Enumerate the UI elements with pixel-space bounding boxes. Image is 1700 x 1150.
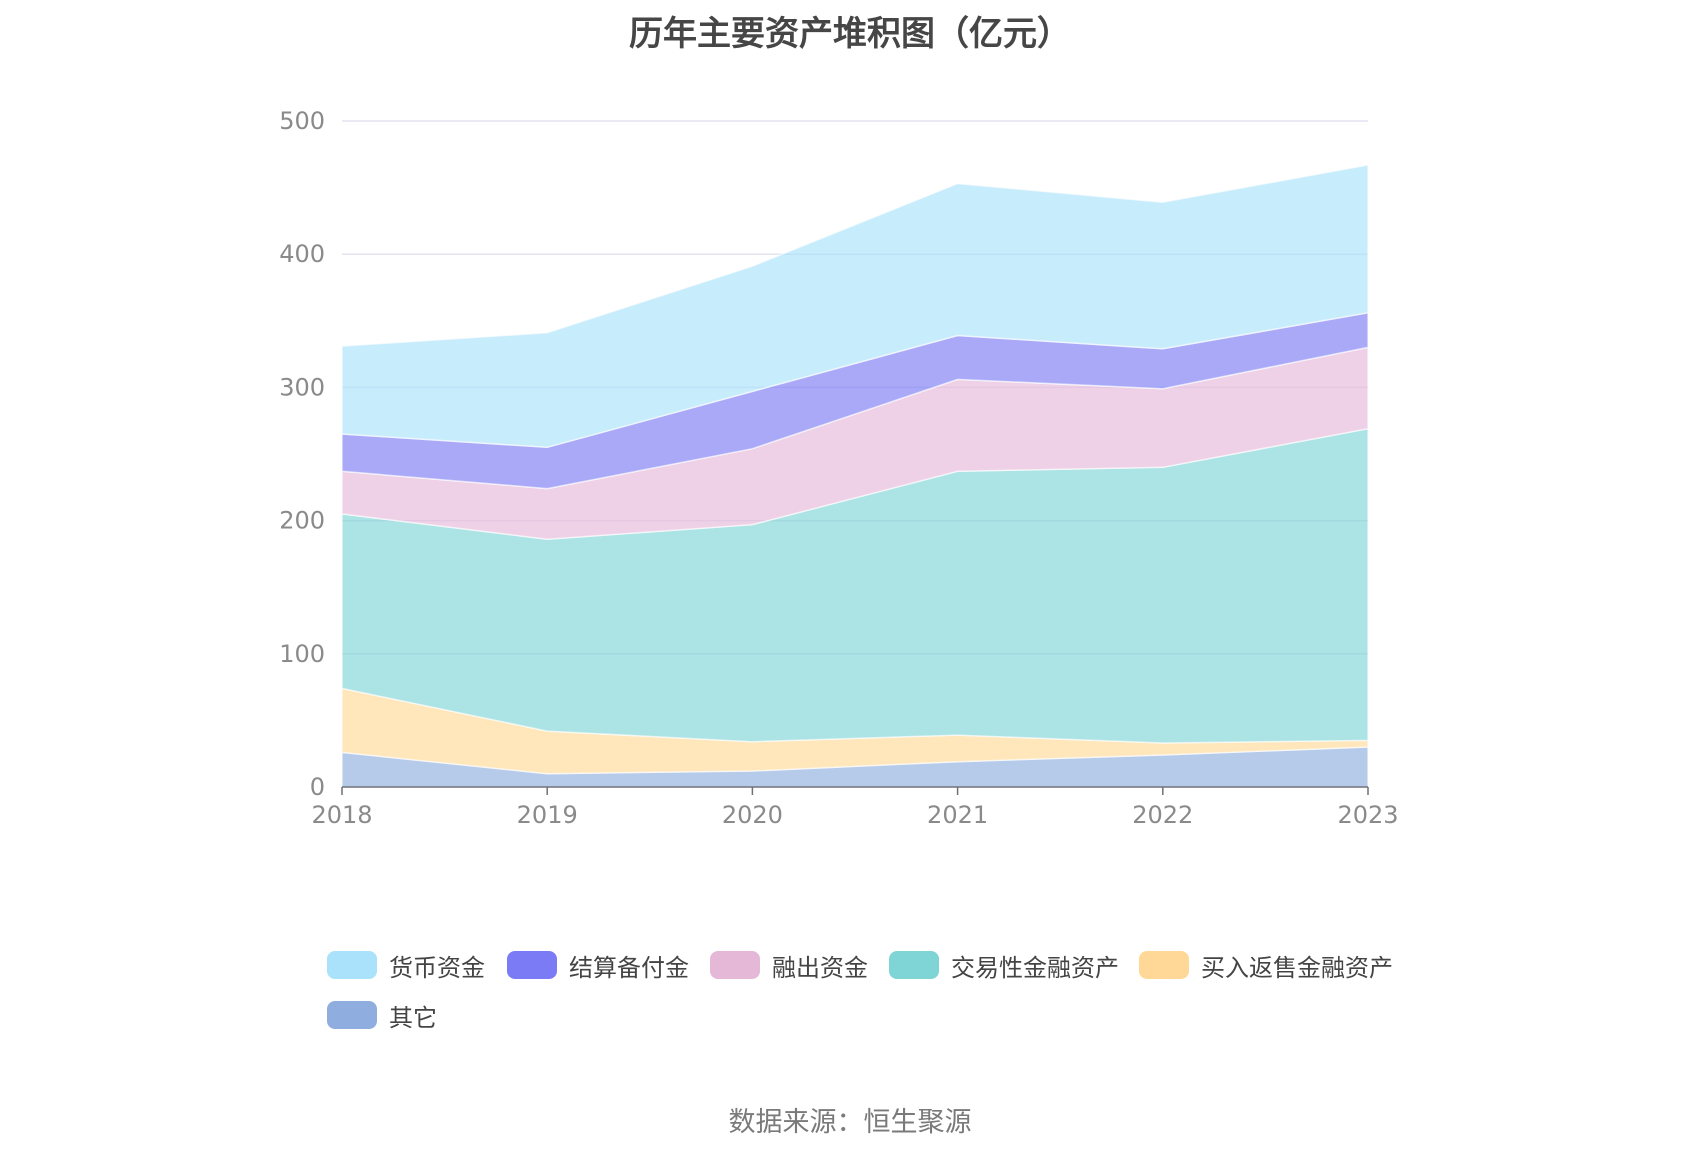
x-tick-label: 2023 <box>1337 801 1398 829</box>
x-tick-label: 2018 <box>311 801 372 829</box>
x-tick-label: 2022 <box>1132 801 1193 829</box>
chart-title: 历年主要资产堆积图（亿元） <box>629 14 1071 54</box>
area-series <box>341 164 1369 788</box>
legend-item-2[interactable]: 融出资金 <box>710 948 868 982</box>
legend-label: 买入返售金融资产 <box>1201 953 1393 982</box>
legend-label: 融出资金 <box>772 953 868 982</box>
legend-item-1[interactable]: 结算备付金 <box>507 948 689 982</box>
y-tick-label: 100 <box>279 640 325 668</box>
y-tick-label: 0 <box>310 773 325 801</box>
legend-label: 结算备付金 <box>569 953 689 982</box>
y-tick-label: 300 <box>279 373 325 401</box>
legend-label: 货币资金 <box>389 953 485 982</box>
legend-swatch <box>327 1001 377 1029</box>
x-tick-label: 2021 <box>927 801 988 829</box>
x-tick-label: 2020 <box>722 801 783 829</box>
legend-label: 其它 <box>389 1003 437 1032</box>
y-tick-label: 400 <box>279 240 325 268</box>
axes: 0 100 200 300 400 500 2018 2019 2020 2021 2022 2023 <box>279 107 1398 829</box>
x-tick-label: 2019 <box>517 801 578 829</box>
legend-item-5[interactable]: 其它 <box>327 998 437 1032</box>
legend-swatch <box>710 951 760 979</box>
area-货币资金 <box>341 164 1369 449</box>
data-source-note: 数据来源：恒生聚源 <box>728 1107 972 1138</box>
legend-item-0[interactable]: 货币资金 <box>327 948 485 982</box>
legend-swatch <box>507 951 557 979</box>
legend-swatch <box>889 951 939 979</box>
legend-item-4[interactable]: 买入返售金融资产 <box>1139 948 1393 982</box>
legend-swatch <box>1139 951 1189 979</box>
legend-item-3[interactable]: 交易性金融资产 <box>889 948 1119 982</box>
y-tick-label: 200 <box>279 507 325 535</box>
legend-swatch <box>327 951 377 979</box>
y-tick-label: 500 <box>279 107 325 135</box>
legend-label: 交易性金融资产 <box>951 953 1119 982</box>
